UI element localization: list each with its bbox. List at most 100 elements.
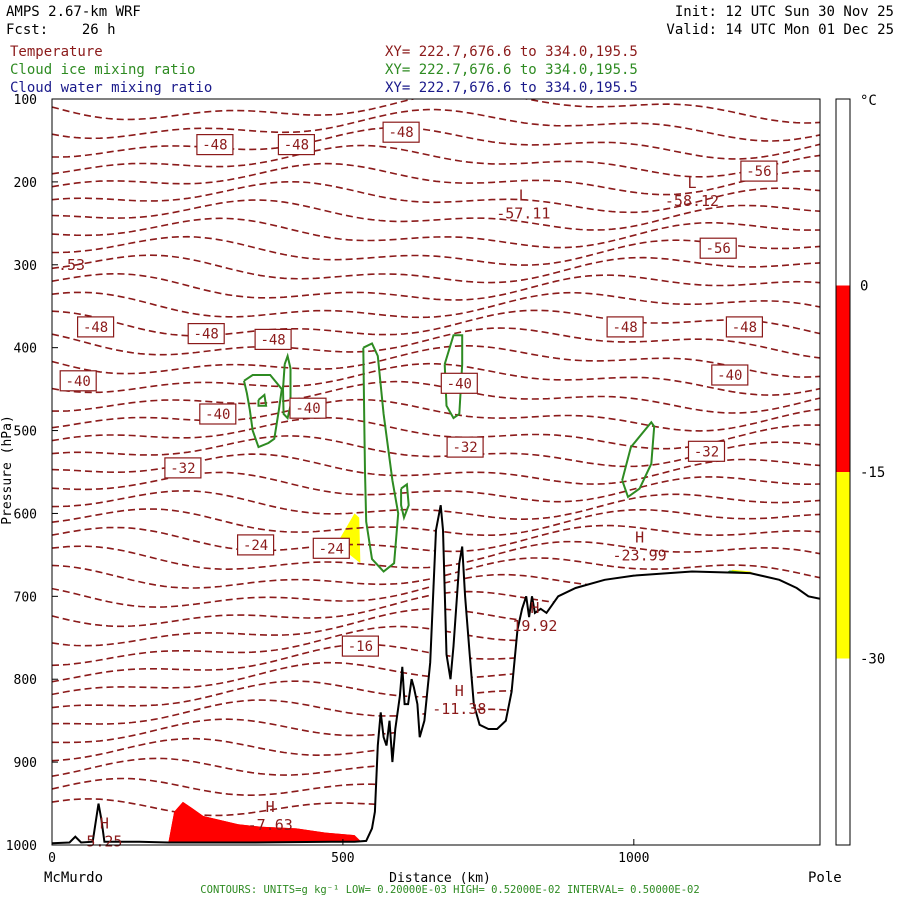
isotherm-line [52,144,820,178]
isotherm-line [52,108,820,142]
cloud-ice-contour-0 [243,374,283,449]
y-tick-label: 100 [14,93,37,108]
isotherm-label-text: -56 [706,241,731,257]
y-tick-label: 500 [14,425,37,440]
valid-time: Valid: 14 UTC Mon 01 Dec 25 [666,22,894,38]
y-tick-label: 800 [14,673,37,688]
extremum-kind: H [530,599,539,617]
y-tick-label: 1000 [6,839,37,854]
colorbar-tick-label: -30 [860,652,885,668]
isotherm-label: -32 [687,440,726,462]
isotherm-line [52,416,820,450]
isotherm-label: -24 [237,534,275,556]
cloud-ice-contour-3 [400,482,410,522]
colorbar-segment [836,472,850,659]
isotherm-label-text: -56 [746,164,771,180]
isotherm-line [52,398,820,432]
isotherm-label-text: -40 [447,376,472,392]
isotherm-label-text: -32 [452,440,477,456]
cloud-ice-contour-2 [362,342,400,573]
field-name-cloud-water: Cloud water mixing ratio [10,80,213,96]
isotherm-label: -48 [606,316,644,338]
isotherm-label: -24 [312,537,350,559]
extremum-kind: H [266,798,275,816]
plot-frame [51,98,821,846]
isotherm-line [52,217,820,249]
isotherm-label-text: -40 [66,374,91,390]
isotherm-label: -32 [164,457,202,479]
contour-footer: CONTOURS: UNITS=g kg⁻¹ LOW= 0.20000E-03 … [200,884,699,896]
x-end-label: Pole [808,870,842,886]
isotherm-label-text: -24 [319,541,344,557]
y-tick-label: 400 [14,342,37,357]
extremum-kind: L [519,186,528,204]
isotherm-line [52,362,820,396]
isotherm-line [52,344,820,378]
colorbar-unit: °C [860,93,877,109]
cloud-ice-contour-7 [257,392,268,407]
field-xy-cloud-water: XY= 222.7,676.6 to 334.0,195.5 [385,80,638,96]
isotherm-label: -48 [277,134,315,156]
isotherm-line [52,291,820,319]
temperature-shade-1 [340,513,361,564]
field-xy-temperature: XY= 222.7,676.6 to 334.0,195.5 [385,44,638,60]
x-tick-label: 1000 [618,851,649,866]
x-axis-label: Distance (km) [389,871,491,886]
isotherm-line [52,254,820,284]
extremum-value: 19.92 [512,617,557,635]
isotherm-line [52,180,820,214]
isotherm-line [52,435,820,468]
extremum-value: .53 [58,256,85,274]
model-title: AMPS 2.67-km WRF [6,4,141,20]
cloud-ice-contour-5 [621,420,656,499]
temperature-shade-surface-0 [168,801,361,843]
isotherm-label: -16 [341,635,379,657]
y-axis-label: Pressure (hPa) [0,415,15,525]
isotherm-label-text: -48 [388,125,413,141]
extremum-value: -7.63 [248,816,293,834]
y-tick-label: 300 [14,259,37,274]
cloud-ice-contour-1 [281,352,292,421]
isotherm-label: -40 [59,370,97,392]
isotherm-label: -48 [382,121,420,143]
isotherm-label: -40 [440,372,478,394]
isotherm-line [52,272,820,301]
x-tick-label: 0 [48,851,56,866]
extremum-kind: H [100,815,109,833]
isotherm-label: -56 [740,160,778,182]
x-start-label: McMurdo [44,870,103,886]
extremum-kind: H [635,529,644,547]
extremum-kind: L [687,174,696,192]
isotherm-line [52,199,820,231]
field-name-cloud-ice: Cloud ice mixing ratio [10,62,196,78]
isotherm-label: -32 [446,436,484,458]
colorbar-frame [835,98,851,846]
isotherm-label: -48 [196,134,234,156]
isotherm-line [52,327,820,359]
isotherm-label-text: -48 [83,320,108,336]
terrain-fill [52,505,820,845]
colorbar-tick-label: -15 [860,465,885,481]
isotherm-label-text: -48 [260,332,285,348]
forecast-hour: Fcst: 26 h [6,22,116,38]
isotherm-line [52,380,820,414]
extremum-value: -57.11 [496,204,550,222]
colorbar-tick-label: 0 [860,279,868,295]
isotherm-label-text: -48 [612,320,637,336]
colorbar-segment [836,99,850,286]
isotherm-line [52,490,820,521]
isotherm-label-text: -48 [202,138,227,154]
colorbar-segment [836,658,850,845]
isotherm-line [52,99,820,124]
isotherm-label: -40 [199,403,237,425]
extremum-value: -58.12 [665,192,719,210]
isotherm-label-text: -40 [295,401,320,417]
isotherm-label: -40 [711,364,749,386]
field-name-temperature: Temperature [10,44,103,60]
isotherm-label: -48 [187,323,225,345]
isotherm-label: -48 [725,316,764,338]
isotherm-line [52,471,820,503]
y-tick-label: 600 [14,507,37,522]
y-tick-label: 200 [14,176,37,191]
